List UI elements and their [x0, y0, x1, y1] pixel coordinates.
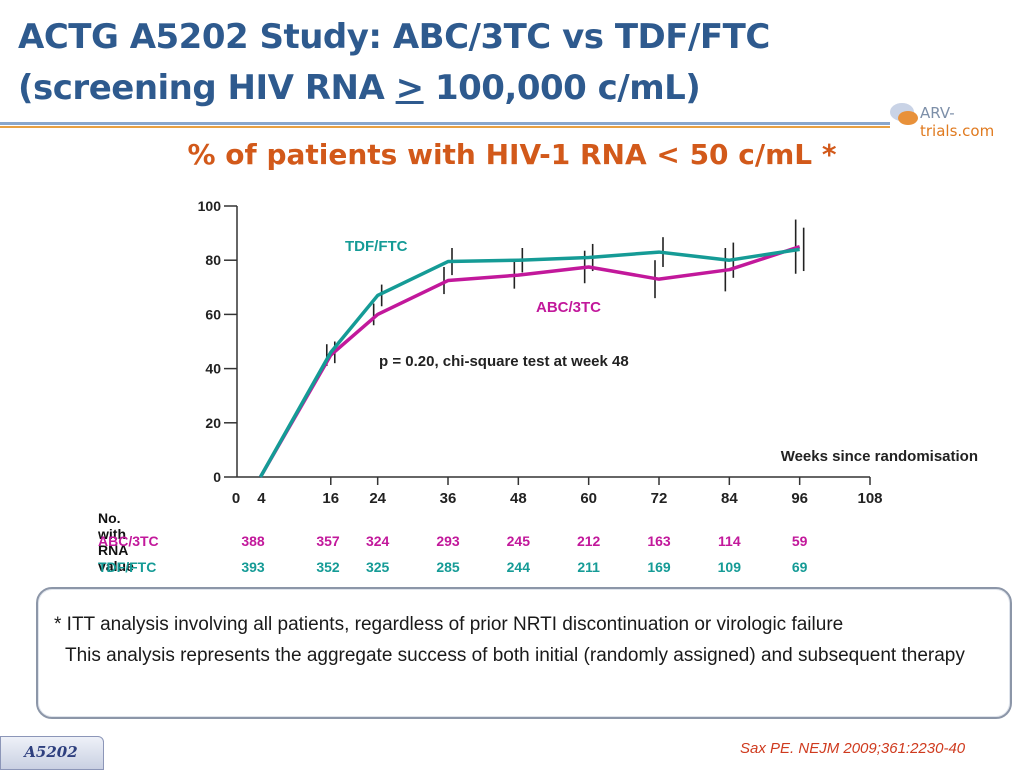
x-tick-label-96: 96 — [791, 490, 808, 507]
line-abc-3tc — [258, 244, 801, 478]
x-tick-label-36: 36 — [440, 490, 457, 507]
slide-title: ACTG A5202 Study: ABC/3TC vs TDF/FTC (sc… — [18, 12, 770, 114]
y-tick-label-20: 20 — [205, 415, 221, 431]
table-cell-abc-3tc-wk36: 293 — [436, 533, 460, 549]
table-cell-tdf-ftc-wk4: 393 — [241, 559, 265, 575]
study-tab-label: A5202 — [24, 743, 78, 761]
table-cell-tdf-ftc-wk84: 109 — [717, 559, 741, 575]
citation: Sax PE. NEJM 2009;361:2230-40 — [740, 740, 966, 757]
title-rule-blue — [0, 122, 890, 125]
line-tdf-ftc — [258, 247, 800, 478]
x-tick-label-0: 0 — [232, 490, 240, 507]
table-cell-abc-3tc-wk48: 245 — [506, 533, 530, 549]
footnote-line-2: This analysis represents the aggregate s… — [65, 645, 965, 666]
footnote-box — [36, 587, 1012, 719]
table-cell-tdf-ftc-wk48: 244 — [506, 559, 530, 575]
series-label-abc-3tc: ABC/3TC — [536, 299, 601, 316]
table-header: No. with RNA value — [98, 510, 134, 574]
x-tick-label-16: 16 — [322, 490, 339, 507]
arv-trials-logo — [890, 103, 918, 125]
title-line-2: (screening HIV RNA > 100,000 c/mL) — [18, 63, 770, 114]
p-value-annotation: p = 0.20, chi-square test at week 48 — [379, 353, 629, 370]
title-line-2-post: 100,000 c/mL) — [423, 68, 701, 108]
table-cell-abc-3tc-wk84: 114 — [718, 533, 741, 549]
y-tick-label-80: 80 — [205, 252, 221, 268]
table-cell-abc-3tc-wk60: 212 — [576, 533, 601, 549]
x-tick-label-108: 108 — [857, 490, 882, 507]
table-cell-tdf-ftc-wk36: 285 — [436, 559, 460, 575]
x-tick-label-24: 24 — [369, 490, 386, 507]
chart-axes — [224, 205, 871, 485]
x-axis-title: Weeks since randomisation — [781, 448, 978, 465]
table-cell-abc-3tc-wk24: 324 — [365, 533, 390, 549]
title-line-2-pre: (screening HIV RNA — [18, 68, 396, 108]
logo-text-trials: trials — [920, 122, 958, 140]
series-label-tdf-ftc: TDF/FTC — [345, 238, 408, 255]
logo-text-com: .com — [957, 122, 995, 140]
series-lines — [258, 244, 801, 478]
y-tick-label-0: 0 — [213, 469, 221, 485]
table-cell-abc-3tc-wk16: 357 — [316, 533, 340, 549]
table-row-label-tdf-ftc: TDF/FTC — [98, 559, 157, 575]
x-tick-label-60: 60 — [580, 490, 597, 507]
study-tab — [0, 736, 104, 770]
logo-text: ARV-trials.com — [920, 104, 1024, 140]
x-tick-label-48: 48 — [510, 490, 527, 507]
title-line-1: ACTG A5202 Study: ABC/3TC vs TDF/FTC — [18, 17, 770, 57]
table-cell-abc-3tc-wk4: 388 — [241, 533, 265, 549]
table-cell-tdf-ftc-wk72: 169 — [647, 559, 671, 575]
greater-equal-symbol: > — [395, 68, 425, 108]
title-rule-orange — [0, 126, 890, 128]
logo-text-arv: ARV- — [920, 104, 955, 122]
table-cell-tdf-ftc-wk24: 325 — [365, 559, 390, 575]
x-tick-label-84: 84 — [721, 490, 738, 507]
y-tick-label-60: 60 — [205, 306, 221, 322]
table-cell-tdf-ftc-wk96: 69 — [791, 559, 808, 575]
table-row-label-abc-3tc: ABC/3TC — [98, 533, 159, 549]
table-cell-abc-3tc-wk96: 59 — [791, 533, 808, 549]
capsule-icon — [898, 111, 918, 125]
table-cell-tdf-ftc-wk60: 211 — [577, 559, 600, 575]
x-tick-label-72: 72 — [651, 490, 668, 507]
y-tick-label-100: 100 — [198, 198, 222, 214]
table-cell-tdf-ftc-wk16: 352 — [316, 559, 340, 575]
chart-subtitle: % of patients with HIV-1 RNA < 50 c/mL * — [187, 138, 837, 171]
footnote-line-1: * ITT analysis involving all patients, r… — [54, 614, 844, 635]
y-tick-label-40: 40 — [205, 361, 221, 377]
x-tick-label-4: 4 — [257, 490, 266, 507]
table-cell-abc-3tc-wk72: 163 — [647, 533, 671, 549]
